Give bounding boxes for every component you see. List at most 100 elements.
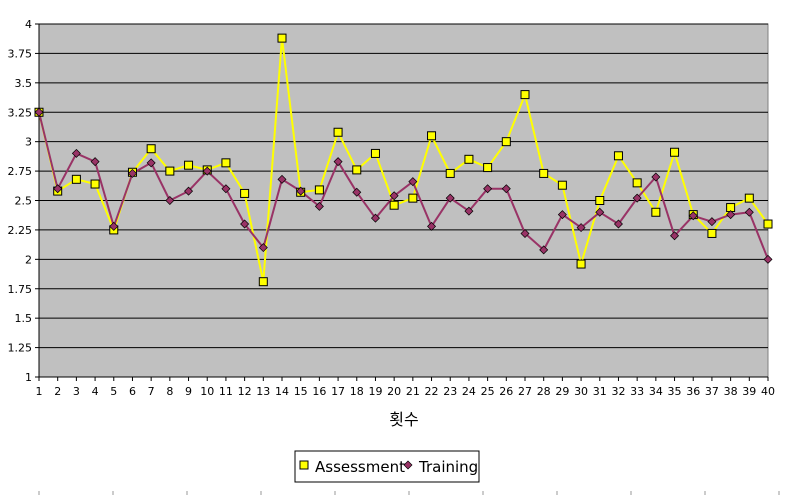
data-point-assessment: [464, 154, 474, 164]
data-point-training: [165, 196, 175, 205]
data-point-training: [240, 219, 250, 229]
y-axis: 1 1.25 1.5 1.75 2 2.25 2.5 2.75 3 3.25 3.5 3.75 4: [8, 18, 40, 384]
data-point-assessment: [240, 188, 250, 198]
series-line-training: [38, 112, 769, 260]
data-point-training: [277, 174, 287, 184]
data-point-assessment: [333, 127, 343, 137]
y-tick-label: 2.75: [8, 165, 33, 178]
data-point-training: [726, 210, 736, 220]
data-point-training: [483, 184, 493, 194]
x-tick-label: 12: [238, 385, 252, 398]
x-tick-label: 39: [742, 385, 756, 398]
legend-marker-assessment: [299, 460, 309, 470]
x-tick-label: 36: [686, 385, 700, 398]
x-axis-label: 횟수: [389, 410, 418, 429]
data-point-assessment: [763, 219, 773, 229]
data-point-training: [258, 243, 268, 253]
x-tick-label: 19: [368, 385, 382, 398]
data-point-training: [670, 231, 680, 241]
y-tick-label: 3.5: [15, 77, 33, 90]
data-point-training: [445, 193, 455, 203]
x-tick-label: 38: [724, 385, 738, 398]
x-tick-label: 28: [537, 385, 551, 398]
data-point-assessment: [90, 179, 100, 189]
y-tick-label: 3: [25, 136, 32, 149]
data-point-training: [221, 184, 231, 194]
data-point-training: [90, 157, 100, 167]
data-point-training: [576, 223, 586, 233]
legend-label-assessment: Assessment: [315, 458, 405, 476]
x-tick-label: 25: [481, 385, 495, 398]
x-tick-label: 30: [574, 385, 588, 398]
y-tick-label: 1.25: [8, 342, 33, 355]
data-point-training: [314, 201, 324, 211]
data-point-assessment: [483, 163, 493, 173]
data-point-assessment: [165, 166, 175, 176]
data-point-training: [202, 166, 212, 176]
data-point-training: [613, 219, 623, 229]
x-tick-label: 24: [462, 385, 476, 398]
data-point-assessment: [314, 185, 324, 195]
data-point-training: [520, 228, 530, 238]
data-point-training: [34, 107, 44, 117]
x-tick-label: 16: [312, 385, 326, 398]
data-point-training: [651, 172, 661, 182]
bottom-edge-ticks: [38, 491, 780, 495]
x-tick-label: 8: [166, 385, 173, 398]
x-tick-label: 5: [110, 385, 117, 398]
x-tick-label: 35: [668, 385, 682, 398]
data-point-training: [427, 221, 437, 231]
x-tick-label: 37: [705, 385, 719, 398]
data-point-assessment: [221, 158, 231, 168]
data-point-training: [370, 213, 380, 223]
data-point-training: [688, 211, 698, 221]
data-point-assessment: [670, 147, 680, 157]
data-point-training: [333, 157, 343, 167]
x-tick-label: 15: [294, 385, 308, 398]
series-line-assessment: [38, 37, 769, 283]
x-tick-label: 23: [443, 385, 457, 398]
x-tick-label: 3: [73, 385, 80, 398]
x-tick-label: 10: [200, 385, 214, 398]
x-tick-label: 14: [275, 385, 289, 398]
legend-marker-training: [403, 460, 413, 470]
data-point-training: [408, 177, 418, 187]
x-tick-label: 18: [350, 385, 364, 398]
data-point-assessment: [71, 174, 81, 184]
x-tick-label: 6: [129, 385, 136, 398]
data-point-assessment: [744, 193, 754, 203]
data-point-training: [296, 186, 306, 196]
x-tick-label: 26: [499, 385, 513, 398]
data-point-training: [109, 221, 119, 231]
data-point-assessment: [520, 90, 530, 100]
data-point-assessment: [258, 277, 268, 287]
legend: Assessment Training: [294, 450, 480, 483]
data-point-assessment: [632, 178, 642, 188]
data-point-assessment: [651, 207, 661, 217]
data-point-training: [595, 207, 605, 217]
data-point-assessment: [427, 131, 437, 141]
data-point-assessment: [613, 151, 623, 161]
data-point-assessment: [370, 148, 380, 158]
data-point-training: [184, 186, 194, 196]
data-point-assessment: [557, 180, 567, 190]
x-tick-label: 22: [425, 385, 439, 398]
data-point-training: [557, 210, 567, 220]
legend-label-training: Training: [418, 458, 478, 476]
data-point-training: [763, 254, 773, 264]
y-tick-label: 4: [25, 18, 32, 31]
data-point-training: [632, 193, 642, 203]
y-tick-label: 3.25: [8, 106, 33, 119]
y-tick-label: 2.5: [15, 195, 33, 208]
series-markers: [34, 33, 773, 287]
x-tick-label: 13: [256, 385, 270, 398]
data-point-training: [127, 168, 137, 178]
x-tick-label: 27: [518, 385, 532, 398]
x-tick-label: 9: [185, 385, 192, 398]
x-tick-label: 40: [761, 385, 775, 398]
data-point-training: [53, 184, 63, 194]
series-lines: [38, 37, 769, 283]
x-tick-label: 2: [54, 385, 61, 398]
y-tick-label: 1.5: [15, 312, 33, 325]
